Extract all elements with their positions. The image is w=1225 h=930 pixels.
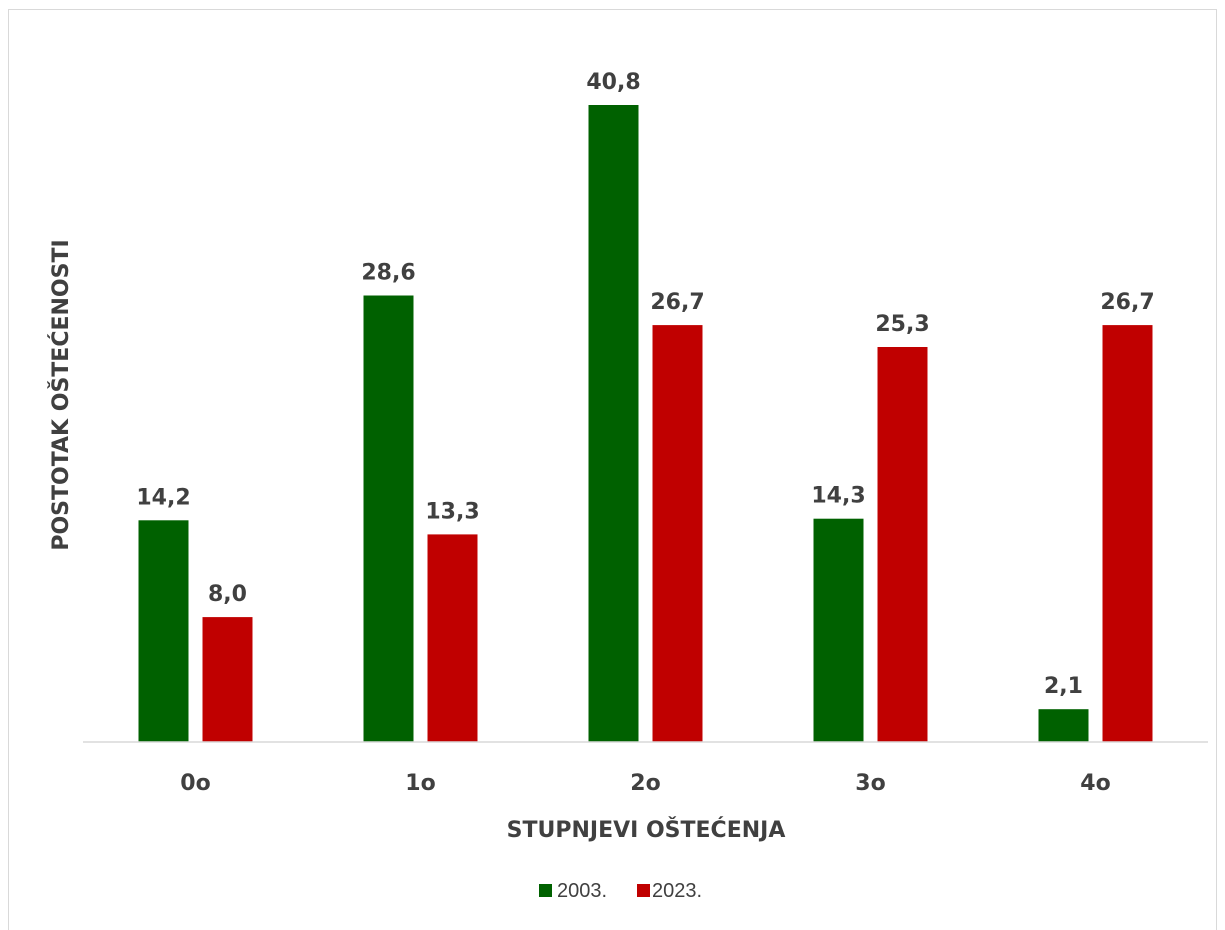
data-label-2003-2o: 40,8 bbox=[586, 70, 640, 95]
bar-2023-1o bbox=[427, 534, 478, 742]
bar-2003-2o bbox=[588, 105, 639, 742]
bar-2023-4o bbox=[1102, 325, 1153, 742]
x-tick-label-2o: 2o bbox=[630, 771, 660, 796]
data-label-2003-3o: 14,3 bbox=[811, 484, 865, 509]
legend-label-2003: 2003. bbox=[557, 880, 607, 902]
legend-swatch-2023 bbox=[637, 884, 650, 897]
x-tick-label-1o: 1o bbox=[405, 771, 435, 796]
bar-2023-3o bbox=[877, 347, 928, 742]
bar-2003-0o bbox=[138, 520, 189, 742]
x-tick-label-3o: 3o bbox=[855, 771, 885, 796]
data-label-2023-4o: 26,7 bbox=[1100, 290, 1154, 315]
x-tick-label-4o: 4o bbox=[1080, 771, 1110, 796]
data-label-2023-0o: 8,0 bbox=[208, 582, 247, 607]
bar-2003-3o bbox=[813, 518, 864, 742]
x-tick-label-0o: 0o bbox=[180, 771, 210, 796]
bar-2003-4o bbox=[1038, 709, 1089, 742]
y-axis-title: POSTOTAK OŠTEĆENOSTI bbox=[48, 239, 74, 550]
x-axis-title: STUPNJEVI OŠTEĆENJA bbox=[507, 817, 786, 843]
data-label-2023-1o: 13,3 bbox=[425, 499, 479, 524]
bar-2023-0o bbox=[202, 617, 253, 742]
data-label-2023-3o: 25,3 bbox=[875, 312, 929, 337]
data-label-2003-0o: 14,2 bbox=[136, 485, 190, 510]
legend-label-2023: 2023. bbox=[652, 880, 702, 902]
data-label-2003-1o: 28,6 bbox=[361, 261, 415, 286]
bar-2023-2o bbox=[652, 325, 703, 742]
legend-swatch-2003 bbox=[539, 884, 552, 897]
bars-layer bbox=[138, 105, 1153, 742]
data-label-2023-2o: 26,7 bbox=[650, 290, 704, 315]
data-labels-layer: 14,2 8,0 28,6 13,3 40,8 26,7 14,3 25,3 2,1 26,7 bbox=[136, 70, 1154, 699]
legend: 2003. 2023. bbox=[539, 880, 702, 902]
bar-2003-1o bbox=[363, 295, 414, 742]
data-label-2003-4o: 2,1 bbox=[1044, 674, 1083, 699]
x-tick-labels-layer: 0o 1o 2o 3o 4o bbox=[180, 771, 1110, 796]
